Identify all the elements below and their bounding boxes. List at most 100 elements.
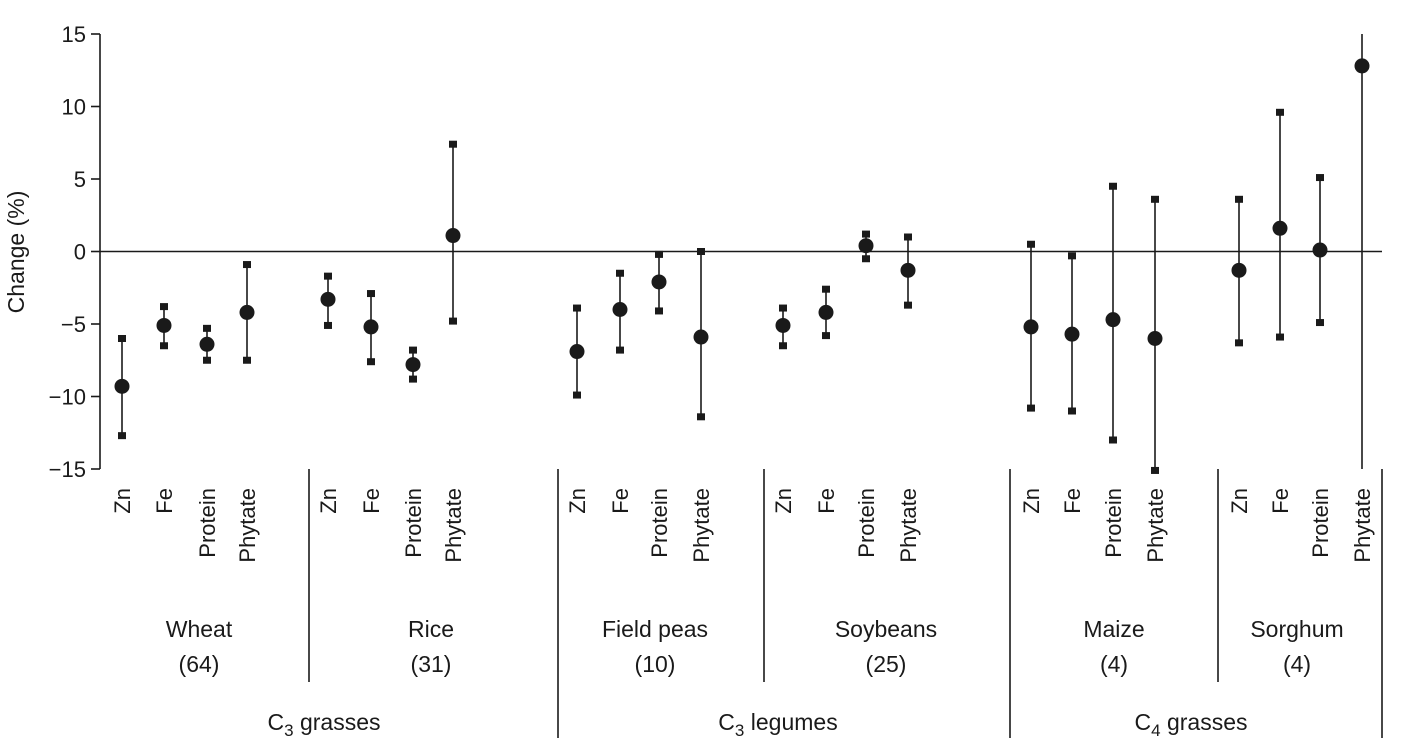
error-cap-high [697,248,705,255]
mean-point [1064,326,1080,342]
crop-count: (64) [179,651,220,677]
group-label: C3 grasses [267,709,380,740]
error-cap-high [449,140,457,148]
error-cap-high [822,285,830,293]
nutrient-label: Fe [1060,488,1085,514]
nutrient-label: Phytate [689,488,714,563]
error-cap-high [409,346,417,354]
y-tick-label: −10 [49,385,86,410]
nutrient-label: Phytate [1350,488,1375,563]
error-cap-low [655,307,663,315]
y-tick-label: 10 [62,95,86,120]
error-cap-high [1235,195,1243,203]
error-cap-low [1235,339,1243,347]
error-cap-high [1276,108,1284,116]
error-cap-high [367,290,375,298]
error-cap-low [822,332,830,340]
mean-point [1312,242,1328,258]
error-cap-low [243,356,251,364]
y-axis: 15 10 5 0 −5 −10 −15 [49,22,1382,482]
error-cap-low [1316,319,1324,327]
mean-point [651,274,667,290]
error-cap-low [1027,404,1035,412]
error-cap-low [367,358,375,366]
nutrient-label: Protein [401,488,426,558]
mean-point [445,228,461,244]
nutrient-label: Fe [814,488,839,514]
mean-point [612,302,628,317]
mean-point [239,304,255,320]
error-cap-low [904,301,912,309]
nutrient-label: Fe [152,488,177,514]
nutrient-label: Zn [316,488,341,514]
nutrient-label: Zn [1019,488,1044,514]
nutrient-label: Zn [771,488,796,514]
crop-name: Wheat [166,616,233,642]
crop-count: (25) [866,651,907,677]
nutrient-label: Protein [1101,488,1126,558]
group-label: C3 legumes [718,709,837,740]
error-cap-high [243,261,251,269]
error-cap-high [118,335,126,342]
mean-point [156,317,172,333]
error-cap-low [862,255,870,263]
mean-point [405,357,421,373]
error-cap-low [409,375,417,383]
error-bar-series [114,34,1370,474]
mean-point [114,378,130,394]
nutrient-label: Fe [608,488,633,514]
error-cap-low [160,342,168,350]
error-cap-low [203,356,211,364]
error-cap-high [1151,195,1159,203]
crop-name: Rice [408,616,454,642]
error-cap-high [655,250,663,258]
error-cap-high [904,233,912,241]
mean-point [199,336,215,352]
y-tick-label: −5 [61,312,86,337]
nutrient-label: Protein [647,488,672,558]
nutrient-label: Phytate [235,488,260,563]
mean-point [775,317,791,333]
nutrient-label: Zn [110,488,135,514]
nutrient-label: Fe [1268,488,1293,514]
error-cap-low [1276,333,1284,341]
error-cap-high [1109,182,1117,190]
crop-name: Maize [1083,616,1144,642]
crop-name: Field peas [602,616,708,642]
mean-point [1354,58,1370,74]
y-tick-label: 0 [74,240,86,265]
error-cap-low [118,432,126,440]
error-cap-high [203,324,211,332]
error-cap-high [779,304,787,312]
category-labels: Zn Fe Protein Phytate Wheat (64) Zn Fe Protein Ph… [110,469,1383,740]
mean-point [818,304,834,320]
nutrient-label: Protein [854,488,879,558]
error-cap-high [862,230,870,238]
error-cap-low [616,346,624,354]
group-label: C4 grasses [1134,709,1247,740]
y-axis-title: Change (%) [3,191,29,314]
crop-name: Soybeans [835,616,937,642]
error-cap-low [779,342,787,350]
mean-point [1105,312,1121,328]
crop-name: Sorghum [1250,616,1343,642]
error-cap-high [324,272,332,280]
nutrient-label: Protein [1308,488,1333,558]
error-cap-low [573,391,581,399]
nutrient-label: Phytate [441,488,466,563]
y-tick-label: 15 [62,22,86,47]
mean-point [1272,220,1288,236]
error-cap-low [1151,466,1159,474]
y-tick-label: 5 [74,167,86,192]
nutrient-label: Phytate [1143,488,1168,563]
mean-point [900,262,916,278]
error-cap-high [1027,240,1035,248]
mean-point [1147,331,1163,346]
crop-count: (31) [411,651,452,677]
error-cap-low [449,317,457,325]
mean-point [1023,319,1039,335]
error-cap-high [616,269,624,277]
nutrient-label: Zn [565,488,590,514]
mean-point [363,319,379,335]
crop-count: (4) [1100,651,1128,677]
